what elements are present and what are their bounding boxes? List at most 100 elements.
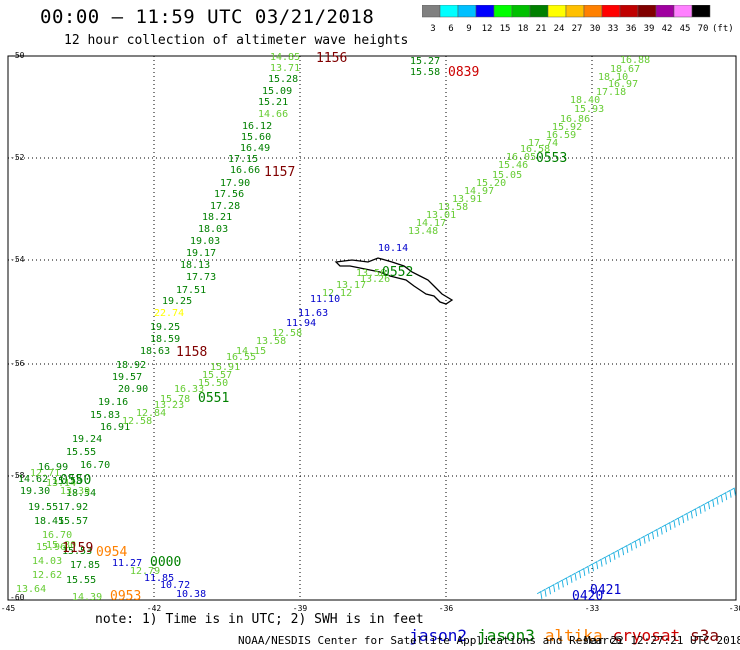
wave-height-value: 17.56 — [214, 189, 244, 200]
track-mark: 7 — [674, 516, 685, 529]
track-mark: 7 — [626, 542, 637, 555]
legend-jason2: jason2 — [409, 626, 468, 645]
wave-height-value: 16.70 — [80, 460, 110, 471]
wave-height-value: 14.66 — [258, 109, 288, 120]
colorbar-label: 45 — [680, 24, 691, 34]
legend-s3a: s3a — [690, 626, 719, 645]
track-mark: 7 — [553, 581, 564, 594]
wave-height-value: 14.03 — [32, 556, 62, 567]
colorbar-label: 21 — [536, 24, 547, 34]
latitude-label: -58 — [10, 471, 25, 480]
wave-height-value: 11.10 — [310, 294, 340, 305]
wave-height-value: 15.91 — [210, 362, 240, 373]
wave-height-value: 19.25 — [150, 322, 180, 333]
wave-height-value: 16.86 — [560, 114, 590, 125]
wave-height-colorbar: 3 6 9 12 15 18 21 24 27 30 33 36 39 42 45 70 (ft) — [422, 5, 734, 34]
track-mark: 7 — [665, 521, 676, 534]
map-frame — [7, 55, 737, 601]
track-mark: 7 — [730, 487, 740, 500]
page-subtitle: 12 hour collection of altimeter wave hei… — [64, 33, 409, 48]
colorbar-label: 30 — [590, 24, 601, 34]
latitude-label: -52 — [10, 153, 25, 162]
latitude-label: -54 — [10, 255, 25, 264]
wave-height-value: 15.58 — [410, 67, 440, 78]
wave-height-value: 16.88 — [620, 55, 650, 66]
satellite-legend: jason2 jason3 altika cryosat s3a — [390, 607, 729, 645]
pass-time-tag: 0550 — [60, 473, 91, 488]
colorbar-label: 18 — [518, 24, 529, 34]
wave-height-value: 15.05 — [492, 170, 522, 181]
wave-height-value: 10.72 — [160, 580, 190, 591]
pass-time-tag: 0551 — [198, 391, 229, 406]
wave-height-value: 19.17 — [186, 248, 216, 259]
colorbar-label: 12 — [482, 24, 493, 34]
wave-height-value: 16.59 — [546, 130, 576, 141]
wave-height-value: 16.05 — [506, 152, 536, 163]
longitude-label: -45 — [1, 604, 16, 613]
wave-height-value: 15.46 — [498, 160, 528, 171]
wave-height-value: 13.58 — [256, 336, 286, 347]
track-mark: 7 — [682, 512, 693, 525]
track-mark: 7 — [596, 558, 607, 571]
legend-jason3: jason3 — [477, 626, 535, 645]
wave-height-value: 14.17 — [416, 218, 446, 229]
track-mark: 7 — [725, 489, 736, 502]
wave-height-value: 14.39 — [72, 592, 102, 603]
wave-height-value: 15.20 — [476, 178, 506, 189]
colorbar-label: 70 — [698, 24, 709, 34]
cyan-track: 7777777777777777777777777777777777777777… — [536, 487, 740, 603]
colorbar-label: 36 — [626, 24, 637, 34]
legend-altika: altika — [544, 626, 603, 645]
wave-height-value: 19.24 — [72, 434, 102, 445]
longitude-label: -42 — [147, 604, 162, 613]
wave-height-value: 16.91 — [100, 422, 130, 433]
wave-height-value: 15.57 — [202, 370, 232, 381]
wave-height-value: 13.23 — [154, 400, 184, 411]
wave-height-value: 11.63 — [298, 308, 328, 319]
latitude-label: -60 — [10, 593, 25, 602]
colorbar-label: 27 — [572, 24, 583, 34]
track-mark: 7 — [545, 585, 556, 598]
wave-height-value: 15.78 — [160, 394, 190, 405]
wave-height-value: 12.58 — [272, 328, 302, 339]
wave-height-value: 15.09 — [262, 86, 292, 97]
wave-height-value: 15.93 — [574, 104, 604, 115]
wave-height-value: 18.67 — [610, 64, 640, 75]
track-mark: 7 — [618, 546, 629, 559]
wave-height-value: 18.45 — [34, 516, 64, 527]
wave-height-value: 19.55 — [28, 502, 58, 513]
wave-height-value: 12.71 — [30, 468, 60, 479]
wave-height-value: 13.14 — [46, 478, 76, 489]
wave-height-value: 15.55 — [66, 575, 96, 586]
wave-height-value: 18.13 — [180, 260, 210, 271]
wave-height-value: 12.58 — [122, 416, 152, 427]
wave-height-value: 15.96 — [36, 542, 66, 553]
wave-height-value: 15.55 — [66, 447, 96, 458]
track-mark: 7 — [644, 533, 655, 546]
track-mark: 7 — [613, 549, 624, 562]
colorbar-label: 9 — [466, 24, 471, 34]
wave-height-value: 10.38 — [176, 589, 206, 600]
track-mark: 7 — [540, 588, 551, 601]
track-mark: 7 — [588, 562, 599, 575]
wave-height-value: 19.57 — [112, 372, 142, 383]
wave-height-value: 17.74 — [528, 138, 558, 149]
wave-height-value: 13.26 — [360, 274, 390, 285]
wave-height-value: 18.59 — [150, 334, 180, 345]
generated-timestamp: Mar 22 12:27:21 UTC 2018 — [584, 634, 740, 647]
wave-height-value: 15.80 — [46, 540, 76, 551]
wave-height-value: 11.94 — [286, 318, 316, 329]
colorbar-label: 3 — [430, 24, 435, 34]
track-mark: 7 — [704, 500, 715, 513]
wave-height-value: 13.17 — [336, 280, 366, 291]
wave-height-value: 13.39 — [60, 486, 90, 497]
wave-height-value: 11.85 — [144, 573, 174, 584]
wave-height-value: 19.16 — [98, 397, 128, 408]
wave-height-value: 15.58 — [52, 476, 82, 487]
wave-height-value: 17.90 — [220, 178, 250, 189]
track-mark: 7 — [639, 535, 650, 548]
wave-height-value: 14.97 — [464, 186, 494, 197]
wave-height-value: 16.49 — [240, 143, 270, 154]
colorbar-label: 15 — [500, 24, 511, 34]
